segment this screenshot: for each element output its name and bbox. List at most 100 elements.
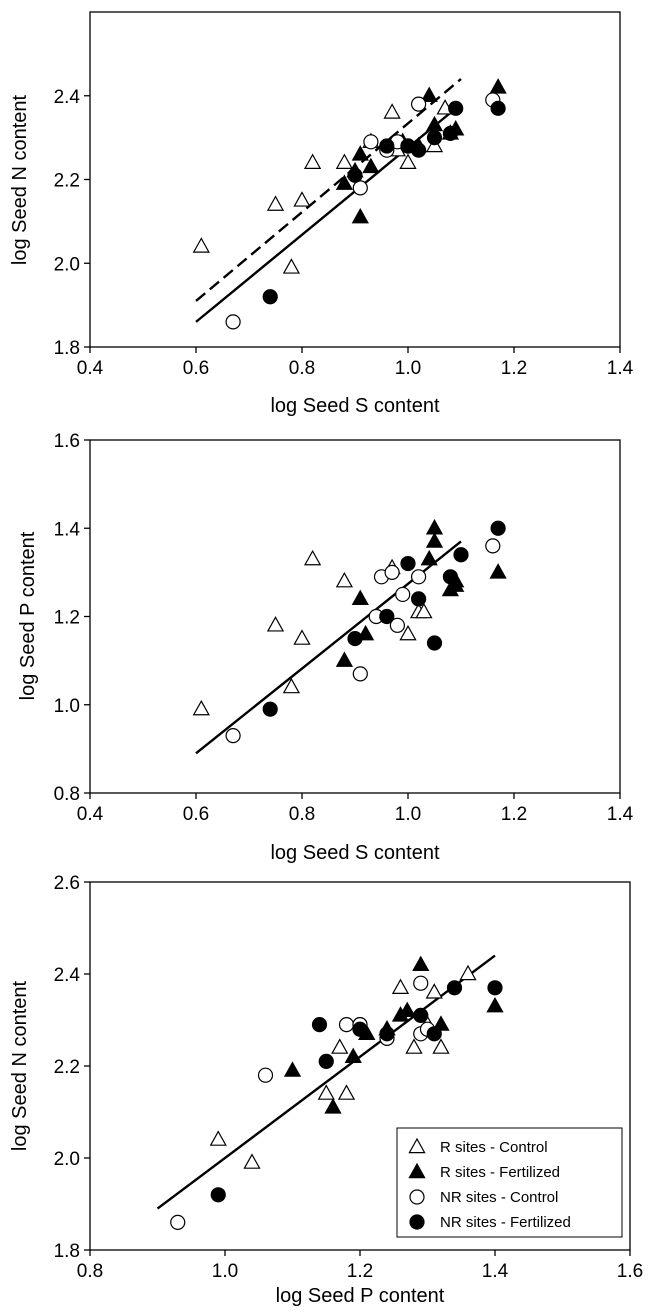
data-point bbox=[489, 78, 507, 94]
data-point bbox=[391, 978, 410, 995]
x-tick-label: 1.4 bbox=[607, 358, 634, 379]
data-point bbox=[489, 563, 507, 579]
data-point bbox=[442, 569, 458, 585]
chart-panel-3: 0.8 1.0 1.2 1.4 1.6 1.8 2.0 2.2 2.4 2.6 log Seed P… bbox=[9, 873, 643, 1307]
data-point bbox=[192, 237, 210, 253]
y-tick-label: 2.0 bbox=[54, 254, 80, 275]
y-axis-label: log Seed N content bbox=[9, 95, 31, 266]
data-point bbox=[487, 980, 503, 996]
data-point bbox=[351, 589, 369, 606]
data-point bbox=[432, 1038, 450, 1054]
data-point bbox=[453, 547, 469, 563]
data-point bbox=[266, 616, 285, 632]
data-point bbox=[411, 591, 427, 607]
data-point bbox=[243, 1153, 261, 1169]
y-tick-label: 0.8 bbox=[54, 784, 80, 805]
y-tick-label: 2.4 bbox=[54, 87, 81, 108]
data-point bbox=[335, 571, 354, 588]
data-point bbox=[324, 1098, 342, 1114]
data-point bbox=[383, 103, 401, 119]
x-tick-label: 1.0 bbox=[395, 358, 421, 379]
data-point bbox=[400, 555, 416, 572]
data-point bbox=[384, 564, 400, 580]
data-point bbox=[490, 520, 506, 536]
x-axis-label: log Seed S content bbox=[270, 395, 439, 417]
x-tick-label: 0.8 bbox=[77, 1261, 103, 1282]
data-point bbox=[420, 549, 438, 566]
x-tick-label: 1.2 bbox=[347, 1261, 373, 1282]
data-point bbox=[425, 519, 444, 535]
data-point bbox=[485, 538, 501, 554]
data-point bbox=[262, 289, 278, 305]
y-tick-label: 1.0 bbox=[54, 696, 80, 717]
data-point bbox=[352, 666, 368, 682]
y-tick-label: 2.6 bbox=[54, 873, 80, 894]
data-point bbox=[442, 125, 458, 142]
x-tick-label: 0.8 bbox=[289, 358, 315, 379]
y-tick-label: 1.6 bbox=[54, 431, 80, 452]
data-point bbox=[413, 1007, 429, 1024]
data-point bbox=[425, 983, 443, 999]
data-point bbox=[266, 195, 285, 211]
data-point bbox=[337, 1084, 356, 1100]
x-tick-label: 1.6 bbox=[617, 1261, 643, 1282]
data-point bbox=[225, 728, 241, 744]
data-point bbox=[170, 1214, 186, 1231]
y-tick-label: 1.8 bbox=[54, 338, 80, 359]
data-point bbox=[262, 701, 278, 717]
data-point bbox=[293, 629, 311, 645]
x-tick-label: 0.8 bbox=[289, 804, 315, 825]
y-tick-label: 1.8 bbox=[54, 1241, 80, 1262]
data-point bbox=[344, 1047, 362, 1064]
y-tick-label: 1.2 bbox=[54, 608, 80, 629]
data-point bbox=[486, 996, 504, 1013]
data-point bbox=[379, 138, 395, 154]
regression-line-solid bbox=[195, 103, 462, 323]
series-circle-filled bbox=[210, 980, 503, 1203]
y-tick-label: 2.2 bbox=[54, 1057, 80, 1078]
data-point bbox=[420, 86, 438, 102]
data-point bbox=[459, 964, 477, 981]
data-point bbox=[335, 651, 354, 667]
plot-frame bbox=[89, 439, 621, 794]
data-point bbox=[225, 314, 241, 330]
data-point bbox=[448, 100, 464, 116]
x-axis-label: log Seed S content bbox=[270, 842, 439, 864]
data-point bbox=[335, 153, 354, 169]
series-circle-filled bbox=[262, 520, 506, 717]
legend-entry-label: R sites - Control bbox=[440, 1139, 548, 1156]
legend-box bbox=[396, 1127, 623, 1238]
data-point bbox=[446, 980, 463, 996]
legend-marker bbox=[408, 1162, 426, 1179]
data-point bbox=[426, 130, 443, 146]
data-point bbox=[351, 207, 369, 224]
legend: R sites - Control R sites - Fertilized NR … bbox=[396, 1127, 623, 1238]
data-point bbox=[425, 532, 444, 548]
data-point bbox=[351, 145, 369, 161]
x-tick-label: 1.2 bbox=[501, 804, 527, 825]
data-point bbox=[395, 586, 411, 603]
data-point bbox=[389, 617, 405, 633]
data-point bbox=[347, 167, 363, 183]
chart-panel-2: 0.4 0.6 0.8 1.0 1.2 1.4 0.8 1.0 1.2 1.4 1.6 log See… bbox=[17, 431, 634, 864]
data-point bbox=[257, 1067, 274, 1083]
data-point bbox=[426, 635, 443, 651]
y-tick-label: 2.0 bbox=[54, 1149, 80, 1170]
data-point bbox=[363, 134, 379, 150]
data-point bbox=[411, 96, 427, 112]
legend-entry-label: R sites - Fertilized bbox=[440, 1164, 560, 1181]
x-tick-label: 0.6 bbox=[183, 804, 209, 825]
y-tick-label: 2.2 bbox=[54, 171, 80, 192]
data-point bbox=[362, 157, 380, 174]
legend-marker bbox=[409, 1214, 425, 1230]
x-tick-label: 0.6 bbox=[183, 358, 209, 379]
data-point bbox=[398, 1001, 416, 1018]
series-circle-open bbox=[170, 975, 436, 1231]
data-point bbox=[352, 1021, 368, 1037]
x-tick-label: 1.0 bbox=[395, 804, 421, 825]
data-point bbox=[210, 1187, 226, 1203]
data-point bbox=[379, 1026, 395, 1042]
x-tick-label: 1.4 bbox=[482, 1261, 509, 1282]
